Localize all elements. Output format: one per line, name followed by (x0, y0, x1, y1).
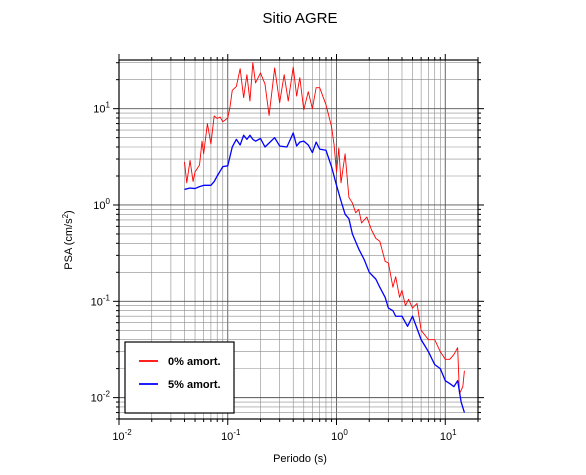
x-tick-label: 100 (331, 428, 348, 443)
x-tick-label-base: 10 (112, 431, 124, 443)
y-tick-label: 100 (93, 197, 110, 212)
y-tick-label-base: 10 (91, 393, 103, 405)
plot-frame (118, 59, 479, 420)
legend-label-0: 0% amort. (168, 356, 221, 368)
x-tick-label-exp: 1 (452, 428, 457, 437)
x-tick-label-exp: -1 (233, 428, 241, 437)
legend-box (124, 341, 235, 414)
y-axis-label-sup: 2 (61, 213, 70, 218)
y-tick-label-base: 10 (93, 200, 105, 212)
series-layer (184, 62, 466, 413)
y-tick-label-exp: -1 (103, 293, 111, 302)
y-axis-label-close: ) (63, 210, 75, 214)
chart-title: Sitio AGRE (262, 10, 337, 27)
x-tick-label-base: 10 (440, 431, 452, 443)
y-tick-label-exp: -2 (103, 390, 111, 399)
legend-label-1: 5% amort. (168, 379, 221, 391)
x-tick-label-base: 10 (221, 431, 233, 443)
y-tick-label-base: 10 (93, 104, 105, 116)
x-tick-label-exp: -2 (125, 428, 133, 437)
y-tick-label-exp: 1 (106, 101, 111, 110)
legend: 0% amort. 5% amort. (124, 341, 235, 414)
y-tick-label: 10-2 (91, 390, 111, 405)
y-tick-label: 10-1 (91, 293, 111, 308)
x-tick-label-base: 10 (331, 431, 343, 443)
x-tick-label: 101 (440, 428, 457, 443)
y-tick-label-base: 10 (91, 296, 103, 308)
x-tick-label-exp: 0 (343, 428, 348, 437)
y-tick-label-exp: 0 (106, 197, 111, 206)
series-line-1 (184, 132, 466, 413)
series-line-0 (184, 62, 465, 395)
x-axis-label: Periodo (s) (273, 453, 327, 465)
ticks (113, 54, 484, 425)
x-tick-label: 10-1 (221, 428, 241, 443)
y-tick-label: 101 (93, 101, 110, 116)
y-axis-label: PSA (cm/s2) (61, 210, 75, 269)
y-axis-label-text: PSA (cm/s (63, 218, 75, 270)
x-tick-label: 10-2 (112, 428, 132, 443)
